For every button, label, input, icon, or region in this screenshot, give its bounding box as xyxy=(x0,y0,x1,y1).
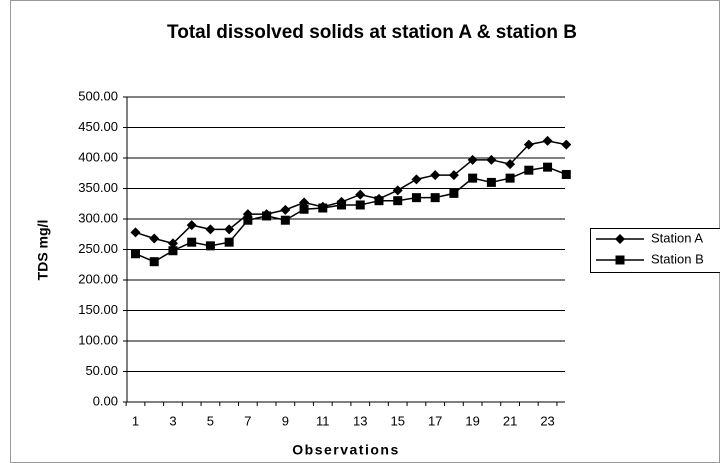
y-axis-title: TDS mg/l xyxy=(35,220,51,281)
point xyxy=(337,200,347,210)
point xyxy=(149,257,159,267)
x-tick-label: 21 xyxy=(503,413,517,428)
point xyxy=(168,246,178,256)
point xyxy=(130,227,141,238)
point xyxy=(486,154,497,165)
point xyxy=(149,233,160,244)
point xyxy=(187,237,197,247)
point xyxy=(205,241,215,251)
point xyxy=(449,188,459,198)
point xyxy=(205,224,216,235)
point xyxy=(186,220,197,231)
point xyxy=(430,193,440,203)
point xyxy=(280,204,291,215)
point xyxy=(167,238,178,249)
x-tick-label: 11 xyxy=(316,413,330,428)
x-tick-label: 23 xyxy=(540,413,554,428)
point xyxy=(411,193,421,203)
x-tick-label: 3 xyxy=(169,413,176,428)
point xyxy=(355,189,366,200)
legend-label: Station A xyxy=(651,230,703,245)
x-tick-label: 5 xyxy=(207,413,214,428)
point xyxy=(542,135,553,146)
x-tick-label: 13 xyxy=(353,413,367,428)
x-axis-title: Observations xyxy=(292,442,399,458)
legend-marker xyxy=(615,234,625,244)
point xyxy=(262,211,272,221)
point xyxy=(224,237,234,247)
x-tick-label: 15 xyxy=(390,413,404,428)
point xyxy=(280,215,290,225)
point xyxy=(318,203,328,213)
legend-label: Station B xyxy=(651,251,704,266)
point xyxy=(374,196,384,206)
x-tick-label: 9 xyxy=(282,413,289,428)
y-tick-label: 450.00 xyxy=(78,119,118,134)
point xyxy=(355,200,365,210)
point xyxy=(561,139,572,150)
point xyxy=(543,162,553,172)
legend-box xyxy=(590,228,720,273)
y-tick-label: 500.00 xyxy=(78,88,118,103)
x-tick-label: 19 xyxy=(465,413,479,428)
y-tick-label: 0.00 xyxy=(93,393,118,408)
y-tick-label: 350.00 xyxy=(78,180,118,195)
point xyxy=(243,215,253,225)
point xyxy=(524,165,534,175)
point xyxy=(131,249,140,259)
y-tick-label: 100.00 xyxy=(78,332,118,347)
point xyxy=(523,139,534,150)
legend-marker xyxy=(615,255,625,265)
y-tick-label: 400.00 xyxy=(78,149,118,164)
point xyxy=(468,173,478,183)
point xyxy=(393,196,403,206)
point xyxy=(392,185,403,196)
y-tick-label: 200.00 xyxy=(78,271,118,286)
y-tick-label: 50.00 xyxy=(85,363,118,378)
x-tick-label: 17 xyxy=(428,413,442,428)
point xyxy=(299,204,309,214)
point xyxy=(430,170,441,181)
x-tick-label: 7 xyxy=(244,413,251,428)
y-tick-label: 300.00 xyxy=(78,210,118,225)
point xyxy=(411,174,422,185)
y-tick-label: 150.00 xyxy=(78,302,118,317)
point xyxy=(224,224,235,235)
x-tick-label: 1 xyxy=(132,413,139,428)
point xyxy=(448,170,459,181)
chart-title: Total dissolved solids at station A & st… xyxy=(167,22,577,43)
point xyxy=(505,173,515,183)
point xyxy=(505,159,516,170)
point xyxy=(467,154,478,165)
y-tick-label: 250.00 xyxy=(78,241,118,256)
point xyxy=(561,169,571,179)
point xyxy=(486,177,496,187)
